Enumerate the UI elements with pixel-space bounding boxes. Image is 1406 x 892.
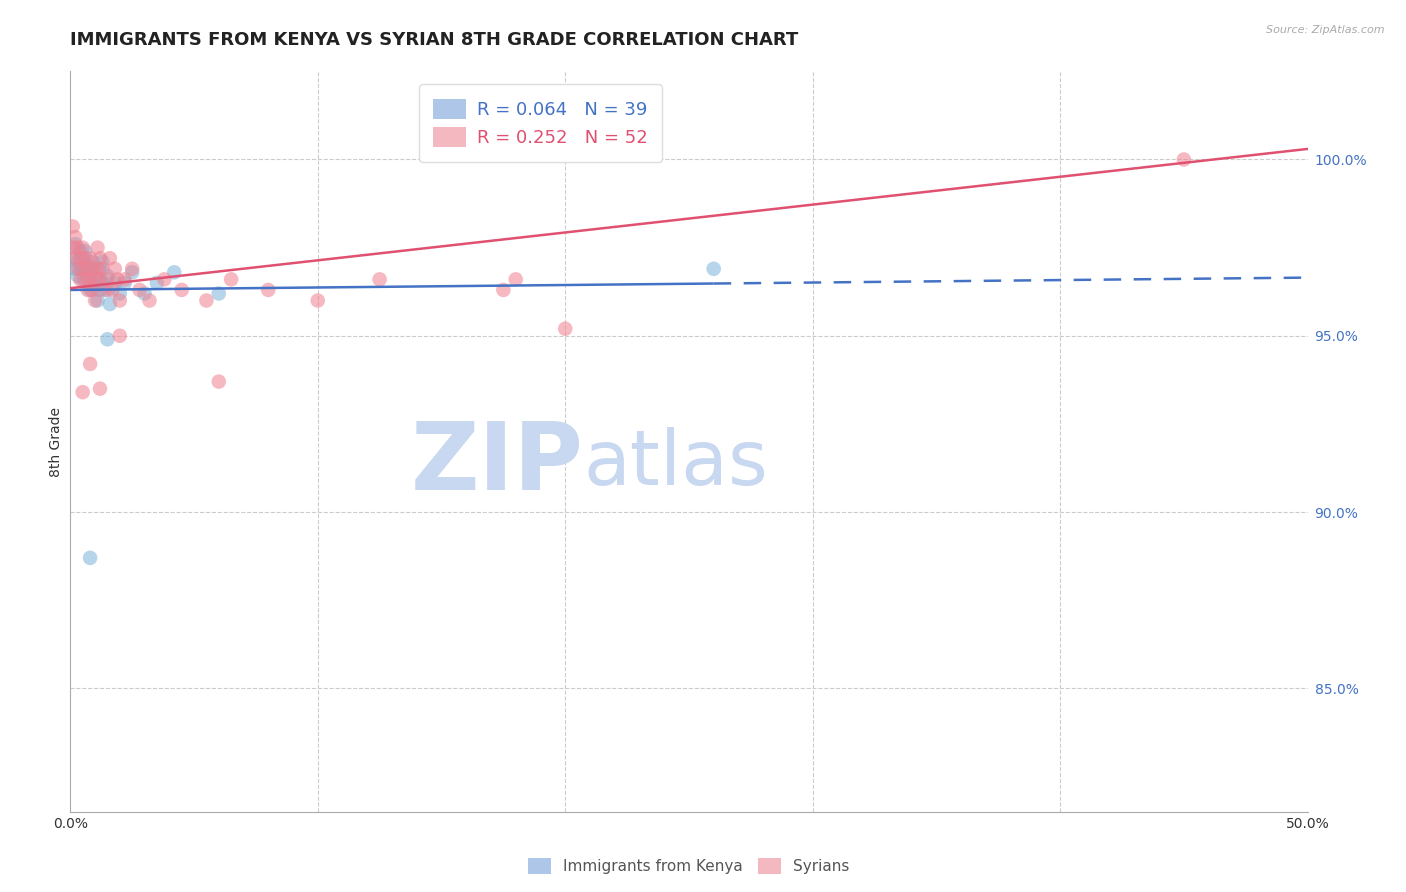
Point (101, 283, 124, 297)
Point (76, 272, 98, 286)
Point (84, 272, 107, 286)
Point (208, 286, 231, 301)
Point (76, 283, 98, 297)
Point (121, 261, 143, 276)
Point (86, 272, 108, 286)
Point (89, 382, 111, 396)
Point (86, 241, 108, 255)
Point (138, 293, 160, 308)
Point (170, 283, 193, 297)
Point (104, 261, 127, 276)
Point (153, 272, 176, 286)
Point (96, 268, 118, 283)
Point (94, 283, 117, 297)
Point (69, 272, 91, 286)
Point (72, 272, 94, 286)
Point (121, 265, 143, 279)
Point (65, 261, 87, 276)
Point (163, 265, 186, 279)
Text: atlas: atlas (583, 426, 769, 500)
Text: IMMIGRANTS FROM KENYA VS SYRIAN 8TH GRADE CORRELATION CHART: IMMIGRANTS FROM KENYA VS SYRIAN 8TH GRAD… (70, 31, 799, 49)
Point (307, 293, 329, 308)
Y-axis label: 8th Grade: 8th Grade (49, 407, 63, 476)
Point (69, 244, 91, 259)
Text: ZIP: ZIP (411, 417, 583, 509)
Point (114, 272, 136, 286)
Point (82, 261, 104, 276)
Point (75, 251, 97, 265)
Point (195, 293, 218, 308)
Point (79, 283, 101, 297)
Point (66, 254, 89, 268)
Point (65, 230, 87, 244)
Point (146, 276, 169, 290)
Point (114, 276, 136, 290)
Point (82, 254, 104, 268)
Point (1173, 153, 1195, 167)
Point (84, 265, 107, 279)
Point (108, 286, 131, 301)
Point (82, 276, 104, 290)
Point (208, 375, 231, 389)
Point (79, 261, 101, 276)
Point (69, 261, 91, 276)
Point (76, 258, 98, 272)
Point (96, 272, 118, 286)
Point (86, 261, 108, 276)
Point (79, 251, 101, 265)
Point (98, 251, 121, 265)
Point (65, 237, 87, 252)
Point (219, 272, 242, 286)
Point (89, 251, 111, 265)
Point (98, 297, 121, 311)
Point (108, 328, 131, 343)
Point (66, 268, 89, 283)
Point (368, 272, 391, 286)
Point (79, 272, 101, 286)
Point (89, 261, 111, 276)
Point (62, 241, 84, 255)
Point (62, 251, 84, 265)
Point (91, 261, 114, 276)
Point (86, 293, 108, 308)
Point (84, 279, 107, 293)
Point (91, 276, 114, 290)
Point (505, 272, 527, 286)
Point (75, 244, 97, 259)
Point (104, 276, 127, 290)
Point (89, 283, 111, 297)
Point (75, 265, 97, 279)
Point (134, 286, 156, 301)
Point (72, 385, 94, 400)
Point (65, 251, 87, 265)
Point (76, 261, 98, 276)
Point (554, 322, 576, 336)
Point (79, 550, 101, 565)
Point (75, 272, 97, 286)
Point (128, 283, 150, 297)
Point (72, 251, 94, 265)
Point (84, 293, 107, 308)
Point (72, 241, 94, 255)
Point (69, 251, 91, 265)
Point (96, 332, 118, 346)
Point (96, 283, 118, 297)
Point (62, 219, 84, 234)
Text: Source: ZipAtlas.com: Source: ZipAtlas.com (1267, 25, 1385, 35)
Legend: Immigrants from Kenya, Syrians: Immigrants from Kenya, Syrians (520, 851, 858, 882)
Point (703, 261, 725, 276)
Point (66, 241, 89, 255)
Point (79, 357, 101, 371)
Point (108, 293, 131, 308)
Point (257, 283, 280, 297)
Point (91, 254, 114, 268)
Point (66, 261, 89, 276)
Point (89, 272, 111, 286)
Point (72, 261, 94, 276)
Point (105, 272, 128, 286)
Point (492, 283, 515, 297)
Point (82, 283, 104, 297)
